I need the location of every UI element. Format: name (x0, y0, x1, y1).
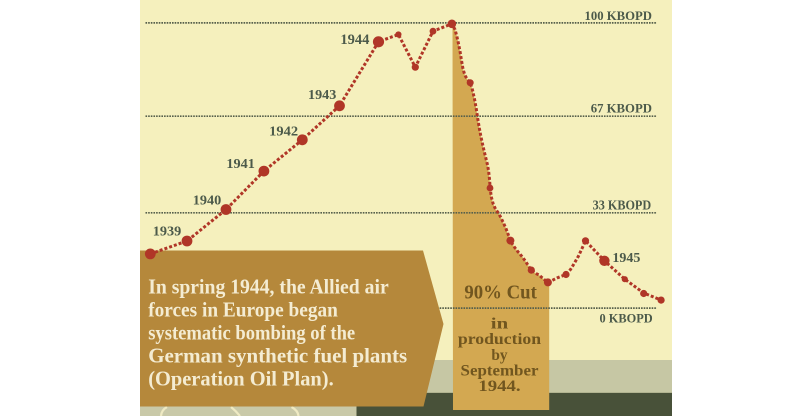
svg-text:1944.: 1944. (478, 378, 520, 395)
svg-text:1942: 1942 (269, 125, 298, 140)
svg-text:German synthetic fuel plants: German synthetic fuel plants (148, 343, 407, 367)
svg-text:33 KBOPD: 33 KBOPD (593, 198, 652, 213)
svg-text:production: production (458, 331, 542, 348)
svg-text:1939: 1939 (153, 224, 182, 239)
svg-text:forces in Europe began: forces in Europe began (148, 297, 338, 321)
svg-text:1943: 1943 (308, 88, 336, 103)
svg-text:0 KBOPD: 0 KBOPD (600, 311, 653, 326)
svg-text:1941: 1941 (226, 157, 255, 172)
svg-text:(Operation Oil Plan).: (Operation Oil Plan). (148, 366, 334, 390)
svg-text:systematic bombing of the: systematic bombing of the (148, 320, 355, 344)
svg-text:100 KBOPD: 100 KBOPD (585, 8, 653, 23)
svg-text:in: in (491, 315, 509, 332)
svg-text:67 KBOPD: 67 KBOPD (591, 101, 652, 116)
svg-text:90% Cut: 90% Cut (464, 282, 537, 304)
svg-text:1945: 1945 (612, 251, 640, 266)
svg-text:by: by (491, 347, 507, 364)
svg-text:In spring 1944, the Allied air: In spring 1944, the Allied air (148, 274, 389, 298)
svg-text:1940: 1940 (193, 194, 222, 209)
svg-text:1944: 1944 (340, 32, 369, 48)
svg-text:September: September (461, 363, 539, 380)
